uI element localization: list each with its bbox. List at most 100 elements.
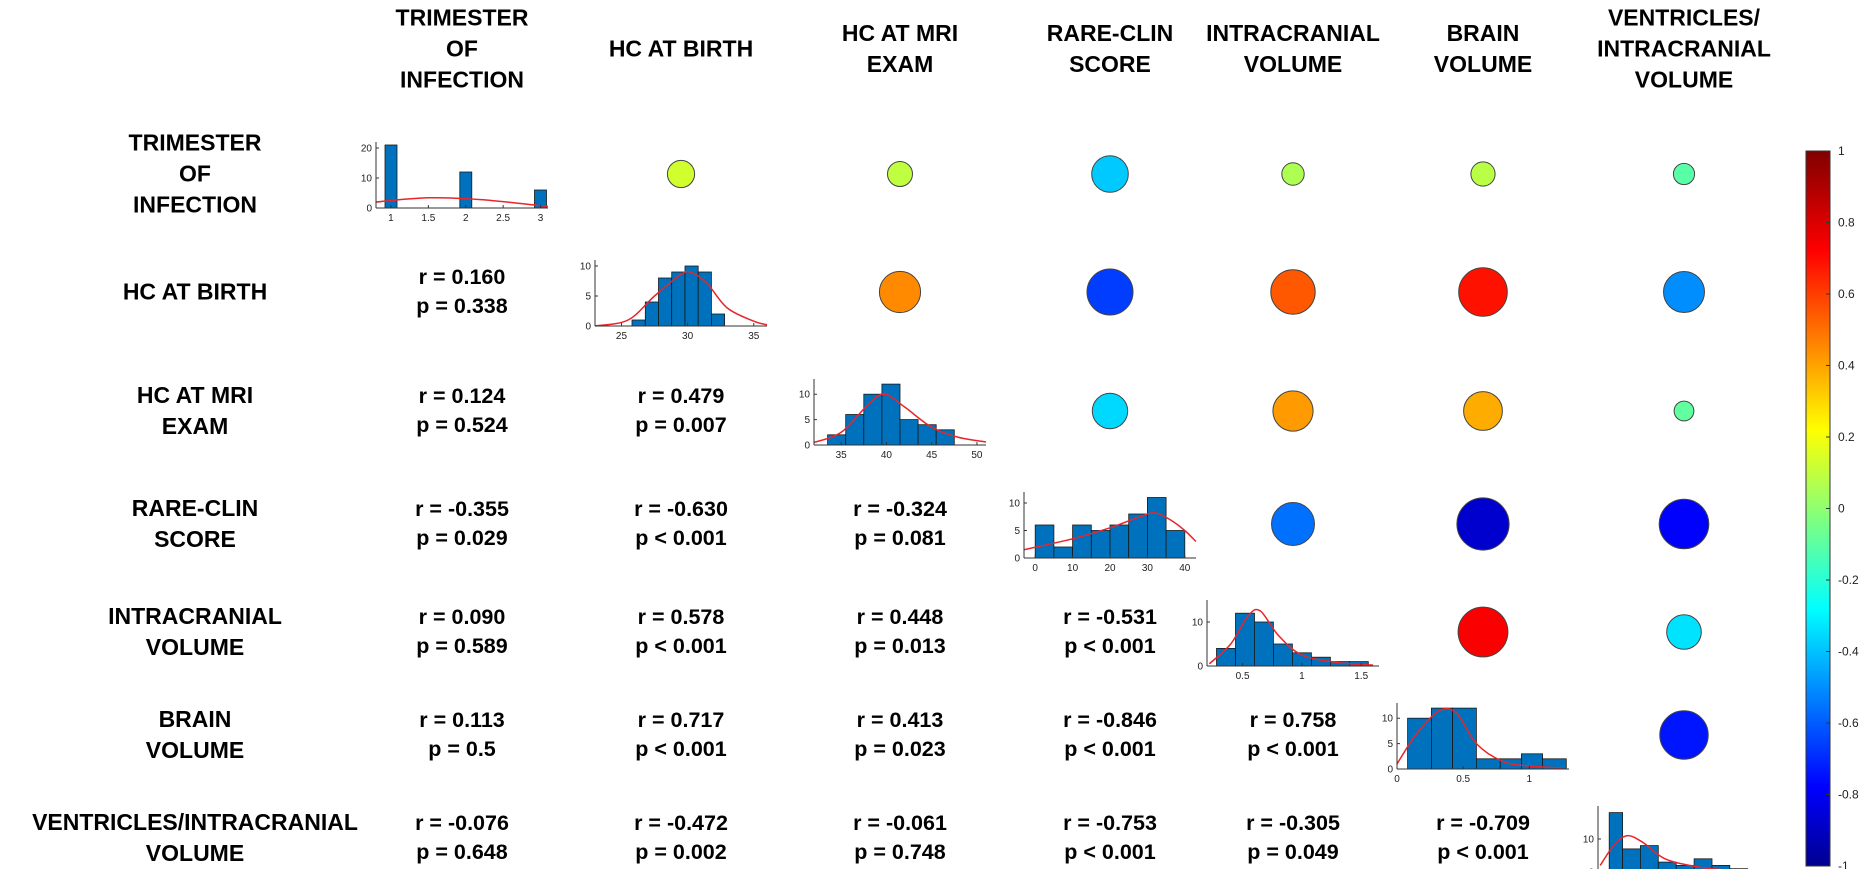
histogram-bar	[658, 277, 673, 327]
histogram-bar	[1109, 524, 1130, 559]
histogram-bar	[1273, 643, 1293, 667]
correlation-cell: r = -0.630 p < 0.001	[634, 495, 728, 553]
histogram: 35 40 45 50 0 5 10	[799, 379, 987, 461]
correlation-bubbles	[666, 155, 1710, 760]
correlation-bubble	[1270, 269, 1316, 315]
fit-curve	[594, 270, 768, 327]
colorbar-tick-label: 0.2	[1838, 430, 1855, 444]
fit-curve	[1599, 834, 1723, 869]
x-tick-label: 0	[1394, 774, 1400, 785]
p-value: p = 0.023	[854, 737, 946, 761]
colorbar-tick-label: 1	[1838, 144, 1845, 158]
row-header: HC AT BIRTH	[122, 278, 268, 305]
correlation-cell: r = 0.160 p = 0.338	[416, 263, 507, 321]
row-header: INTRACRANIAL VOLUME	[108, 603, 282, 660]
histogram-bar	[534, 189, 547, 209]
p-value: p < 0.001	[1064, 840, 1156, 864]
row-header: TRIMESTER OF INFECTION	[128, 129, 262, 218]
histogram-bar	[1254, 621, 1274, 667]
correlation-bubble	[1463, 391, 1503, 431]
x-tick-label: 35	[836, 450, 848, 461]
correlation-bubble	[1672, 162, 1696, 186]
y-tick-label: 10	[1583, 835, 1595, 846]
column-header: TRIMESTER OF INFECTION	[395, 4, 529, 93]
row-header: BRAIN VOLUME	[145, 706, 245, 763]
colorbar-tick-label: -0.6	[1838, 716, 1859, 730]
y-tick-label: 10	[1382, 714, 1394, 725]
y-tick-label: 0	[366, 204, 372, 215]
histogram: 1 1.5 2 2.5 3 0 10 20	[361, 142, 549, 224]
colorbar-tick-label: -0.8	[1838, 788, 1859, 802]
correlation-cell: r = 0.124 p = 0.524	[416, 382, 507, 440]
correlation-bubble	[1666, 614, 1702, 650]
x-tick-label: 45	[926, 450, 938, 461]
histogram-bar	[384, 144, 398, 209]
p-value: p = 0.007	[635, 413, 727, 437]
histogram-bar	[1542, 758, 1567, 770]
p-value: p < 0.001	[635, 526, 727, 550]
colorbar-tick-label: -0.4	[1838, 645, 1859, 659]
r-value: r = -0.076	[415, 811, 509, 835]
correlation-bubble	[1091, 392, 1129, 430]
x-tick-label: 20	[1104, 563, 1116, 574]
colorbar-tick-label: 0.4	[1838, 359, 1855, 373]
correlation-bubble	[1659, 710, 1709, 760]
histogram: 25 30 35 0 5 10	[580, 260, 768, 342]
histogram-bar	[459, 171, 473, 209]
x-tick-label: 2.5	[496, 213, 510, 224]
r-value: r = 0.717	[637, 708, 725, 732]
correlation-bubble	[1091, 155, 1129, 193]
histogram-bar	[1622, 848, 1641, 869]
r-value: r = -0.305	[1246, 811, 1340, 835]
p-value: p = 0.081	[854, 526, 946, 550]
y-tick-label: 0	[1387, 765, 1393, 776]
column-header: HC AT BIRTH	[608, 35, 754, 62]
histogram-bar	[644, 301, 659, 327]
x-tick-label: 40	[1179, 563, 1191, 574]
histogram-bar	[1476, 758, 1501, 770]
r-value: r = 0.578	[637, 605, 725, 629]
histogram-bar	[1330, 661, 1350, 667]
correlation-cell: r = -0.472 p = 0.002	[634, 809, 728, 867]
p-value: p = 0.5	[428, 737, 496, 761]
p-value: p = 0.338	[416, 294, 508, 318]
correlation-bubble	[1281, 162, 1305, 186]
histogram-bar	[1090, 530, 1111, 559]
colorbar-gradient	[1805, 150, 1831, 867]
p-value: p < 0.001	[1064, 634, 1156, 658]
p-value: p = 0.524	[416, 413, 508, 437]
correlation-bubble	[1456, 497, 1510, 551]
r-value: r = -0.531	[1063, 605, 1157, 629]
x-tick-label: 50	[971, 450, 983, 461]
r-value: r = 0.758	[1249, 708, 1337, 732]
y-tick-label: 0	[1014, 554, 1020, 565]
x-tick-label: 1.5	[421, 213, 435, 224]
row-header: RARE-CLIN SCORE	[131, 495, 259, 552]
colorbar-tick-label: -0.2	[1838, 573, 1859, 587]
histogram-bar	[1693, 858, 1713, 869]
correlation-bubble	[1271, 502, 1315, 546]
colorbar: 1 0.8 0.6 0.4 0.2 0 -0.2 -0.4 -0.6 -0.8 -1	[1805, 144, 1859, 869]
x-tick-label: 25	[616, 331, 628, 342]
correlation-cell: r = -0.753 p < 0.001	[1063, 809, 1157, 867]
fit-curve	[1396, 707, 1563, 769]
r-value: r = 0.479	[637, 384, 725, 408]
r-value: r = -0.324	[853, 497, 947, 521]
x-tick-label: 35	[748, 331, 760, 342]
correlation-cell: r = 0.113 p = 0.5	[419, 706, 505, 764]
histogram-bar	[1053, 546, 1074, 559]
correlation-cell: r = -0.324 p = 0.081	[853, 495, 947, 553]
correlation-bubble	[1086, 268, 1134, 316]
y-tick-label: 10	[361, 174, 373, 185]
x-tick-label: 1	[1527, 774, 1533, 785]
correlation-cell: r = -0.076 p = 0.648	[415, 809, 509, 867]
x-tick-label: 3	[538, 213, 544, 224]
histogram: 0 10 20 30 40 0 5 10	[1009, 492, 1197, 574]
correlation-cell: r = -0.709 p < 0.001	[1436, 809, 1530, 867]
p-value: p < 0.001	[635, 737, 727, 761]
column-header: RARE-CLIN SCORE	[1046, 20, 1174, 77]
r-value: r = -0.355	[415, 497, 509, 521]
correlation-cell: r = 0.758 p < 0.001	[1247, 706, 1338, 764]
fit-curve	[1023, 512, 1197, 551]
